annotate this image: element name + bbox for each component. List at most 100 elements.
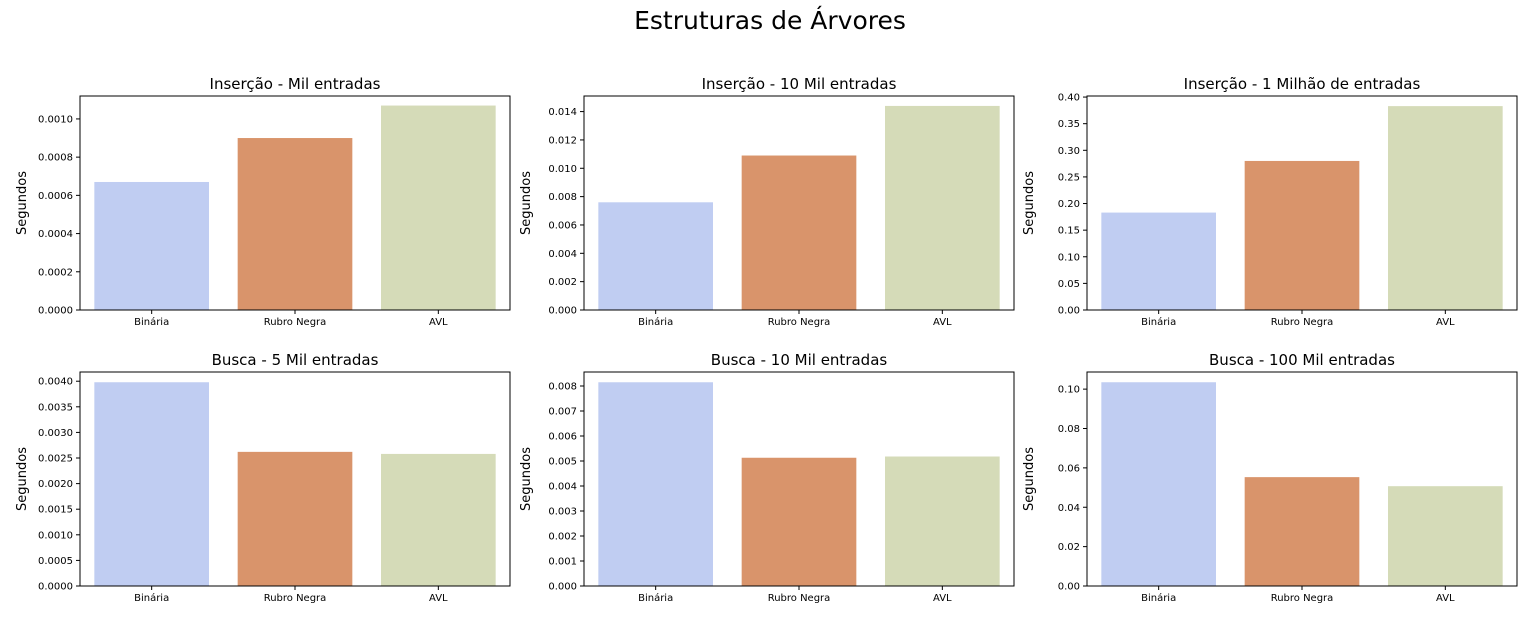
y-tick-label: 0.00 — [1058, 306, 1080, 317]
bar-rubro-negra — [237, 451, 353, 586]
y-tick-label: 0.0015 — [38, 505, 73, 516]
y-tick-label: 0.08 — [1058, 424, 1080, 435]
x-tick-label: Binária — [1141, 592, 1176, 604]
y-tick-label: 0.00 — [1058, 582, 1080, 593]
x-tick-label: Rubro Negra — [264, 593, 327, 604]
bar-avl — [885, 456, 1000, 586]
y-tick-label: 0.0030 — [38, 428, 73, 439]
x-tick-label: Rubro Negra — [768, 317, 831, 328]
y-axis-label: Segundos — [1022, 447, 1037, 511]
y-tick-label: 0.10 — [1058, 252, 1080, 263]
bar-avl — [885, 105, 1000, 310]
axes-frame — [79, 95, 511, 311]
chart-panel-1: Inserção - Mil entradas Segundos Binária Ru… — [15, 75, 511, 328]
y-tick-label: 0.014 — [548, 107, 577, 118]
y-tick-label: 0.006 — [548, 220, 577, 231]
bar-bin-ria — [1101, 212, 1216, 310]
y-axis-label: Segundos — [1022, 171, 1037, 235]
bar-rubro-negra — [1244, 160, 1360, 310]
bar-bin-ria — [598, 202, 713, 310]
chart-title: Busca - 100 Mil entradas — [1209, 351, 1395, 369]
x-tick-label: Binária — [638, 316, 673, 328]
y-tick-label: 0.0000 — [38, 582, 73, 593]
chart-title: Inserção - Mil entradas — [210, 75, 381, 93]
x-tick-label: AVL — [933, 317, 952, 328]
x-tick-label: AVL — [429, 317, 448, 328]
y-tick-label: 0.002 — [548, 532, 577, 543]
y-tick-label: 0.05 — [1058, 279, 1080, 290]
x-tick-label: Binária — [1141, 316, 1176, 328]
chart-panel-2: Inserção - 10 Mil entradas Segundos Binári… — [519, 75, 1015, 328]
x-tick-label: AVL — [429, 593, 448, 604]
chart-panel-3: Inserção - 1 Milhão de entradas Segundos B… — [1022, 75, 1518, 328]
y-tick-label: 0.0010 — [38, 530, 73, 541]
x-tick-label: AVL — [1436, 317, 1455, 328]
x-tick-label: Binária — [134, 592, 169, 604]
y-tick-label: 0.30 — [1058, 146, 1080, 157]
y-tick-label: 0.0040 — [38, 377, 73, 388]
x-tick-label: Rubro Negra — [264, 317, 327, 328]
y-tick-label: 0.06 — [1058, 463, 1080, 474]
y-tick-label: 0.008 — [548, 192, 577, 203]
y-tick-label: 0.20 — [1058, 199, 1080, 210]
y-tick-label: 0.010 — [548, 164, 577, 175]
bar-bin-ria — [94, 382, 209, 586]
bar-rubro-negra — [1244, 477, 1360, 586]
bar-rubro-negra — [237, 138, 353, 310]
x-tick-label: Binária — [638, 592, 673, 604]
figure-title: Estruturas de Árvores — [634, 6, 906, 35]
bar-bin-ria — [598, 382, 713, 586]
chart-title: Busca - 5 Mil entradas — [212, 351, 379, 369]
bar-bin-ria — [94, 181, 209, 310]
y-tick-label: 0.008 — [548, 382, 577, 393]
x-tick-label: AVL — [933, 593, 952, 604]
y-tick-label: 0.0008 — [38, 153, 73, 164]
chart-panel-6: Busca - 100 Mil entradas Segundos Binária R… — [1022, 351, 1518, 604]
y-tick-label: 0.25 — [1058, 172, 1080, 183]
y-tick-label: 0.001 — [548, 557, 577, 568]
bar-avl — [381, 453, 496, 586]
y-axis-label: Segundos — [15, 171, 30, 235]
x-tick-label: Rubro Negra — [1271, 317, 1334, 328]
y-tick-label: 0.000 — [548, 582, 577, 593]
y-tick-label: 0.04 — [1058, 503, 1080, 514]
x-tick-label: Rubro Negra — [768, 593, 831, 604]
y-tick-label: 0.15 — [1058, 226, 1080, 237]
y-tick-label: 0.006 — [548, 432, 577, 443]
y-tick-label: 0.0004 — [38, 229, 73, 240]
x-tick-label: Binária — [134, 316, 169, 328]
chart-panel-4: Busca - 5 Mil entradas Segundos Binária Rub… — [15, 351, 511, 604]
y-tick-label: 0.0020 — [38, 479, 73, 490]
bar-avl — [381, 105, 496, 310]
y-axis-label: Segundos — [15, 447, 30, 511]
axes-frame — [1086, 371, 1518, 587]
bar-avl — [1388, 486, 1503, 586]
y-tick-label: 0.004 — [548, 249, 577, 260]
y-tick-label: 0.007 — [548, 407, 577, 418]
axes-frame — [583, 371, 1015, 587]
chart-title: Busca - 10 Mil entradas — [711, 351, 888, 369]
y-tick-label: 0.0005 — [38, 556, 73, 567]
chart-panel-5: Busca - 10 Mil entradas Segundos Binária Ru… — [519, 351, 1015, 604]
y-axis-label: Segundos — [519, 171, 534, 235]
x-tick-label: Rubro Negra — [1271, 593, 1334, 604]
y-tick-label: 0.10 — [1058, 385, 1080, 396]
y-tick-label: 0.0000 — [38, 306, 73, 317]
y-tick-label: 0.0025 — [38, 454, 73, 465]
axes-frame — [583, 95, 1015, 311]
y-tick-label: 0.005 — [548, 457, 577, 468]
y-tick-label: 0.002 — [548, 277, 577, 288]
y-tick-label: 0.35 — [1058, 119, 1080, 130]
chart-title: Inserção - 1 Milhão de entradas — [1184, 75, 1421, 93]
chart-title: Inserção - 10 Mil entradas — [702, 75, 897, 93]
axes-frame — [1086, 95, 1518, 311]
y-tick-label: 0.02 — [1058, 542, 1080, 553]
bar-avl — [1388, 106, 1503, 310]
y-tick-label: 0.003 — [548, 507, 577, 518]
bar-bin-ria — [1101, 382, 1216, 586]
y-tick-label: 0.40 — [1058, 93, 1080, 104]
y-axis-label: Segundos — [519, 447, 534, 511]
y-tick-label: 0.000 — [548, 306, 577, 317]
x-tick-label: AVL — [1436, 593, 1455, 604]
